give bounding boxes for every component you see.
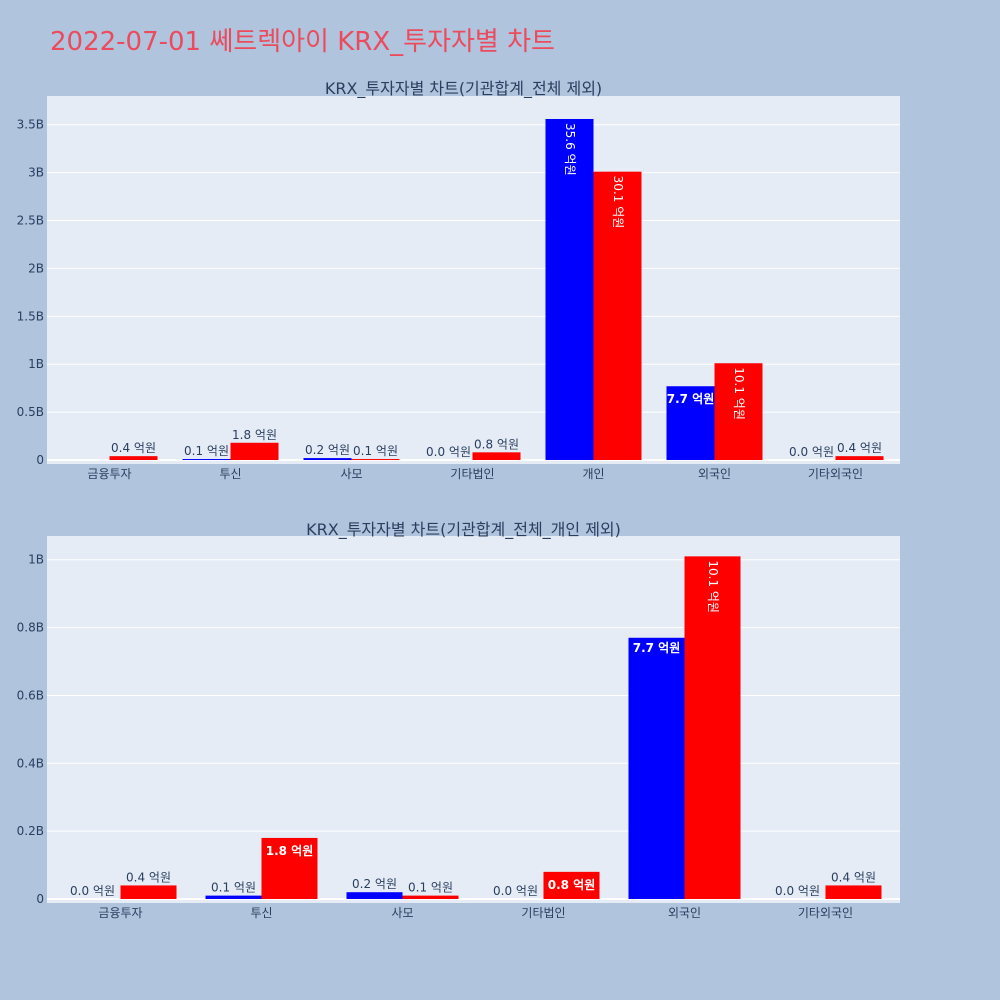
bar: [351, 459, 400, 460]
y-tick-label: 0: [36, 453, 44, 467]
bar-data-label: 7.7 억원: [633, 641, 681, 655]
plot-area: [47, 96, 900, 464]
y-tick-label: 0.2B: [17, 824, 44, 838]
bar-data-label: 0.0 억원: [70, 884, 115, 898]
bar-data-label: 0.2 억원: [305, 443, 350, 457]
x-tick-label: 금융투자: [87, 467, 131, 481]
y-tick-label: 2.5B: [17, 214, 44, 228]
bar-data-label: 0.4 억원: [126, 870, 171, 884]
y-tick-label: 0.4B: [17, 756, 44, 770]
bar-data-label: 0.1 억원: [353, 444, 398, 458]
bar-data-label: 1.8 억원: [232, 428, 277, 442]
bar-data-label: 10.1 억원: [732, 367, 746, 420]
y-tick-label: 0: [36, 892, 44, 906]
bar-data-label: 0.2 억원: [352, 877, 397, 891]
bar: [402, 895, 459, 899]
chart-bottom: KRX_투자자별 차트(기관합계_전체_개인 제외) 0 0.2B 0.4B 0.6B 0…: [17, 520, 900, 920]
x-tick-label: 기타법인: [450, 467, 494, 481]
bar-data-label: 0.4 억원: [111, 441, 156, 455]
bar: [543, 871, 600, 899]
plot-area: [47, 536, 900, 903]
bar-data-label: 0.8 억원: [474, 437, 519, 451]
chart-top: KRX_투자자별 차트(기관합계_전체 제외) 0 0.5B 1B 1.5B 2B 2.5B…: [17, 79, 900, 481]
bar: [205, 895, 262, 899]
y-tick-label: 2B: [28, 261, 44, 275]
x-tick-label: 사모: [340, 467, 362, 481]
bar: [346, 892, 403, 899]
x-tick-label: 사모: [391, 906, 413, 920]
y-tick-label: 3.5B: [17, 118, 44, 132]
bar-data-label: 0.0 억원: [775, 884, 820, 898]
bar: [109, 456, 158, 460]
bar-data-label: 0.0 억원: [789, 445, 834, 459]
page-title: 2022-07-01 쎄트렉아이 KRX_투자자별 차트: [50, 27, 555, 57]
x-tick-label: 기타외국인: [808, 467, 863, 481]
bar-data-label: 30.1 억원: [611, 176, 625, 229]
bar: [472, 452, 521, 460]
bar: [261, 837, 318, 899]
bar-data-label: 0.1 억원: [184, 444, 229, 458]
bar: [303, 458, 352, 460]
x-tick-label: 투신: [250, 906, 272, 920]
y-tick-label: 0.5B: [17, 405, 44, 419]
bar-data-label: 0.1 억원: [211, 881, 256, 895]
bar: [545, 118, 594, 460]
bar-data-label: 0.0 억원: [426, 445, 471, 459]
bar-data-label: 0.0 억원: [493, 884, 538, 898]
bar-data-label: 7.7 억원: [667, 392, 715, 406]
bar-data-label: 0.1 억원: [408, 881, 453, 895]
bar-data-label: 10.1 억원: [706, 560, 720, 613]
y-tick-label: 1.5B: [17, 309, 44, 323]
y-tick-label: 1B: [28, 357, 44, 371]
bar-data-label: 0.4 억원: [831, 870, 876, 884]
bar: [835, 456, 884, 460]
bar-data-label: 35.6 억원: [563, 123, 577, 176]
chart-title: KRX_투자자별 차트(기관합계_전체 제외): [325, 79, 602, 99]
x-tick-label: 외국인: [698, 467, 731, 481]
bar: [714, 363, 763, 460]
bar: [628, 637, 685, 899]
x-tick-label: 개인: [582, 467, 604, 481]
bar: [182, 459, 231, 460]
x-tick-label: 기타법인: [521, 906, 565, 920]
bar: [666, 386, 715, 460]
chart-title: KRX_투자자별 차트(기관합계_전체_개인 제외): [306, 520, 621, 540]
x-tick-label: 투신: [219, 467, 241, 481]
bar: [120, 885, 177, 899]
y-tick-label: 0.6B: [17, 688, 44, 702]
bar: [593, 171, 642, 460]
bar: [825, 885, 882, 899]
y-tick-label: 0.8B: [17, 621, 44, 635]
bar-data-label: 0.8 억원: [548, 878, 596, 892]
y-tick-label: 3B: [28, 166, 44, 180]
bar: [684, 556, 741, 899]
x-tick-label: 기타외국인: [798, 906, 853, 920]
y-tick-label: 1B: [28, 553, 44, 567]
x-tick-label: 금융투자: [98, 906, 142, 920]
bar-data-label: 0.4 억원: [837, 441, 882, 455]
x-tick-label: 외국인: [668, 906, 701, 920]
bar-data-label: 1.8 억원: [266, 844, 314, 858]
bar: [230, 442, 279, 460]
